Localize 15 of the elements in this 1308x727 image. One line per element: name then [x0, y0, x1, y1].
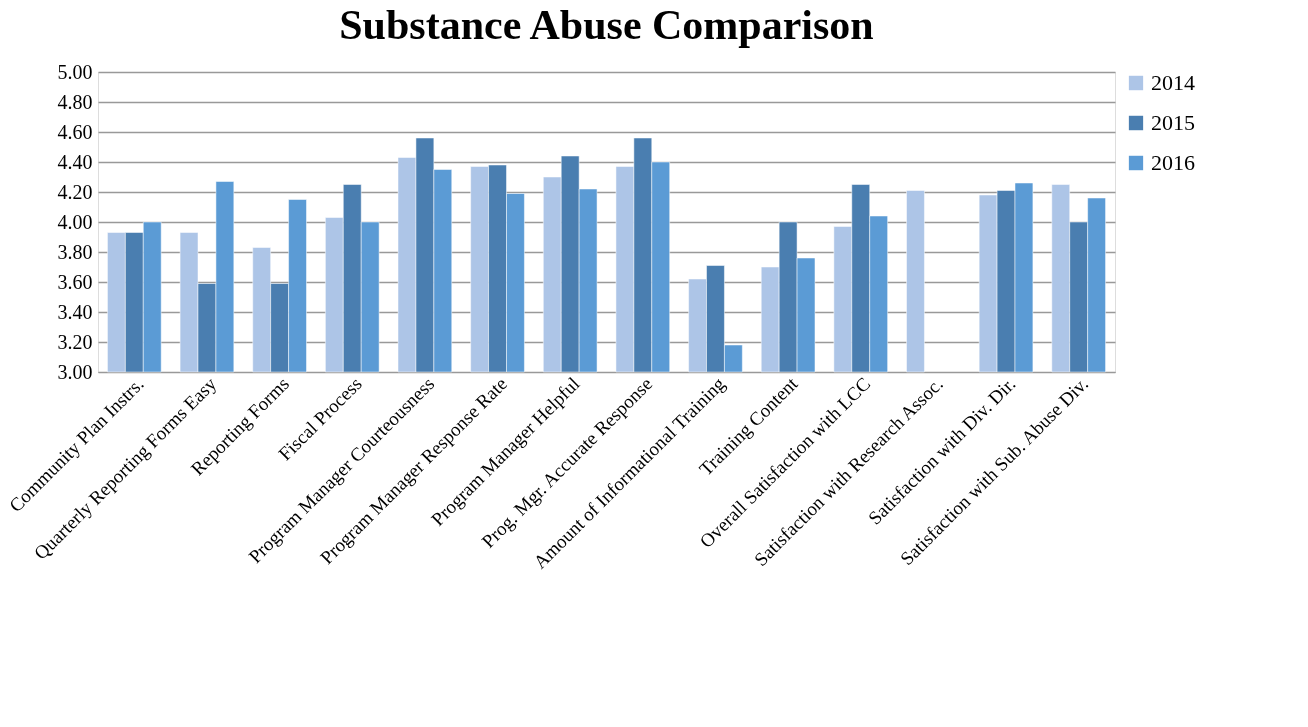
y-tick-label: 3.80	[57, 240, 93, 263]
y-tick-label: 3.60	[57, 270, 93, 293]
y-tick-label: 3.20	[57, 330, 93, 353]
y-tick-label: 5.00	[57, 60, 93, 83]
legend-label: 2014	[1151, 70, 1195, 95]
y-tick-label: 3.40	[57, 300, 93, 323]
legend-label: 2016	[1151, 150, 1195, 175]
y-tick-label: 4.60	[57, 120, 93, 143]
y-tick-label: 4.00	[57, 210, 93, 233]
y-tick-label: 4.80	[57, 90, 93, 113]
chart-title: Substance Abuse Comparison	[339, 2, 874, 48]
y-tick-label: 4.40	[57, 150, 93, 173]
y-tick-label: 4.20	[57, 180, 93, 203]
legend-label: 2015	[1151, 110, 1195, 135]
y-tick-label: 3.00	[57, 360, 93, 383]
